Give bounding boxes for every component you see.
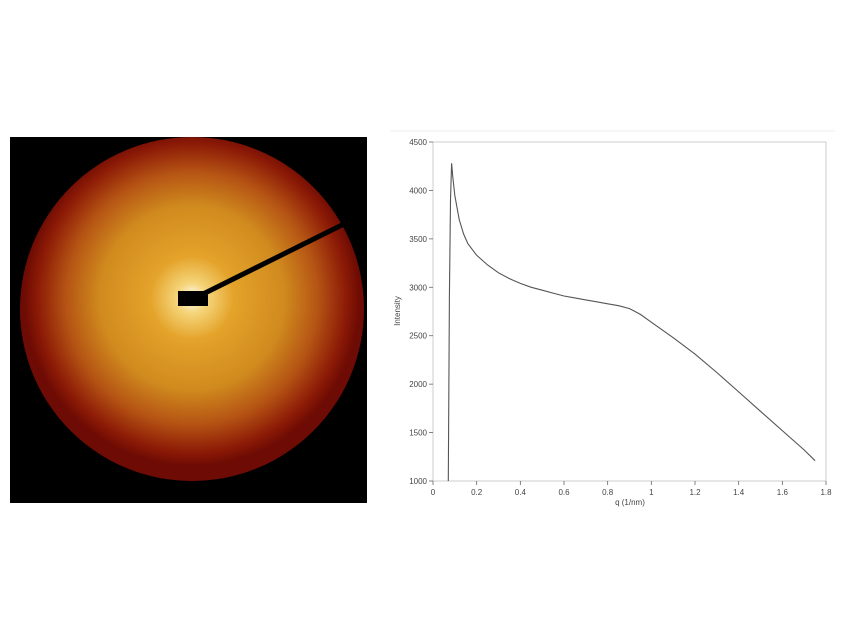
y-tick-label: 4500 — [409, 138, 427, 147]
intensity-plot: 0 0.2 0.4 0.6 0.8 1 1.2 1.4 1.6 1.8 1000 1500 2000 2… — [390, 130, 835, 507]
plot-frame — [432, 141, 827, 482]
y-axis: 1000 1500 2000 2500 3000 3500 4000 4500 — [409, 138, 433, 486]
x-axis: 0 0.2 0.4 0.6 0.8 1 1.2 1.4 1.6 1.8 — [431, 481, 832, 497]
x-tick-label: 0.8 — [602, 488, 614, 497]
y-tick-label: 1500 — [409, 429, 427, 438]
x-tick-label: 1.4 — [733, 488, 745, 497]
beamstop — [178, 291, 208, 306]
intensity-plot-panel: 0 0.2 0.4 0.6 0.8 1 1.2 1.4 1.6 1.8 1000 1500 2000 2… — [385, 130, 835, 515]
y-axis-label: Intensity — [393, 296, 402, 326]
detector-image-panel — [10, 137, 367, 503]
y-tick-label: 2500 — [409, 332, 427, 341]
x-tick-label: 0.2 — [471, 488, 483, 497]
beamstop-arm — [193, 218, 352, 301]
y-tick-label: 3000 — [409, 283, 427, 292]
y-tick-label: 2000 — [409, 380, 427, 389]
intensity-curve — [447, 163, 816, 482]
x-tick-label: 0.6 — [558, 488, 570, 497]
detector-image — [10, 137, 367, 503]
x-tick-label: 0 — [431, 488, 436, 497]
x-tick-label: 1.2 — [689, 488, 701, 497]
y-tick-label: 3500 — [409, 235, 427, 244]
y-tick-label: 1000 — [409, 477, 427, 486]
x-tick-label: 1.6 — [777, 488, 789, 497]
x-tick-label: 1.8 — [820, 488, 832, 497]
scattering-ring-pattern — [20, 137, 364, 481]
x-axis-label: q (1/nm) — [615, 498, 645, 507]
x-tick-label: 0.4 — [515, 488, 527, 497]
x-tick-label: 1 — [649, 488, 654, 497]
y-tick-label: 4000 — [409, 186, 427, 195]
